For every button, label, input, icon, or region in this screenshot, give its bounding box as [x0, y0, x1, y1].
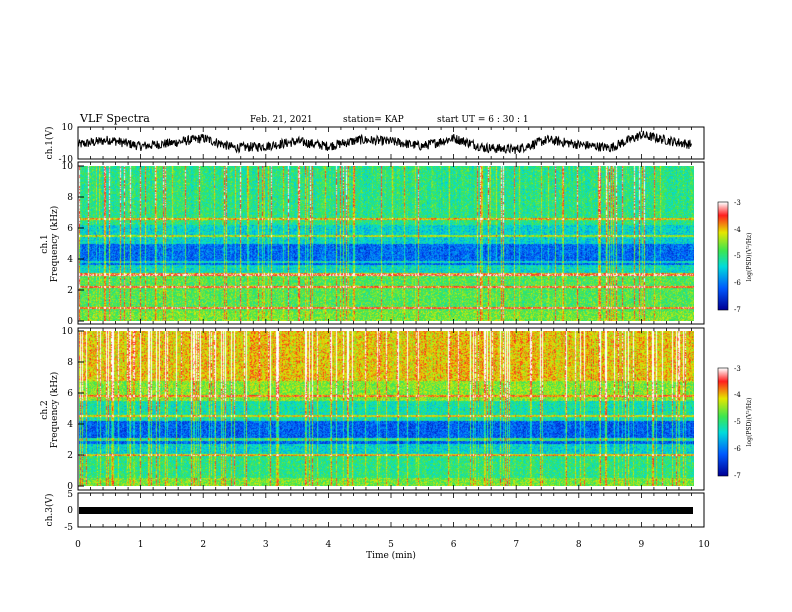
- ch2-freq-ytick-label: 10: [62, 327, 74, 337]
- ch1-voltage-label: ch.1(V): [44, 127, 55, 160]
- ch2-cb-tick-1: -3: [734, 365, 741, 373]
- time-tick-label: 2: [200, 540, 206, 550]
- ch1-waveform-line: [77, 130, 692, 155]
- time-tick-label: 1: [138, 540, 144, 550]
- ch2-spectrogram-image: [79, 331, 694, 486]
- ch2-freq-ytick-label: 0: [67, 482, 73, 492]
- ch1-spectrogram-canvas-wrap: [79, 166, 694, 321]
- ch3-waveform-band: [79, 507, 693, 514]
- time-tick-label: 3: [263, 540, 269, 550]
- ch2-spectrogram-panel: 0 2 4 6 8 10 ch.2 Frequency (kHz): [40, 327, 705, 492]
- figure-title: VLF Spectra: [79, 112, 150, 125]
- time-tick-label: 0: [75, 540, 81, 550]
- ch2-freq-ytick-label: 2: [67, 451, 73, 461]
- time-tick-label: 7: [513, 540, 519, 550]
- ch1-ytick-bottom: -10: [59, 155, 74, 165]
- ch1-freq-ytick-label: 4: [67, 255, 73, 265]
- ch2-colorbar-wrap: [718, 368, 728, 476]
- ch2-spectrogram-canvas-wrap: [79, 331, 694, 486]
- ch1-frequency-label: Frequency (kHz): [49, 206, 60, 283]
- time-tick-label: 4: [326, 540, 332, 550]
- ch2-freq-ytick-label: 6: [67, 389, 73, 399]
- ch1-colorbar-label: log(PSD)(V²/Hz): [746, 233, 753, 282]
- ch1-freq-ytick-label: 2: [67, 286, 73, 296]
- ch1-waveform-panel: 10 -10 ch.1(V): [44, 123, 705, 165]
- station-label: station= KAP: [343, 115, 404, 125]
- ch1-cb-tick-4: -6: [734, 279, 741, 287]
- ch2-cb-tick-2: -4: [734, 391, 741, 399]
- ch2-freq-ytick-label: 8: [67, 358, 73, 368]
- time-tick-label: 6: [451, 540, 457, 550]
- ch2-frequency-label: Frequency (kHz): [49, 372, 60, 449]
- ch1-colorbar-wrap: [718, 202, 728, 310]
- ch1-freq-ytick-label: 0: [67, 317, 73, 327]
- ch3-voltage-label: ch.3(V): [44, 494, 55, 527]
- x-axis-label: Time (min): [366, 550, 416, 561]
- ch1-spectrogram-panel: 0 2 4 6 8 10 ch.1 Frequency (kHz): [40, 161, 705, 327]
- ch1-spectrogram-image: [79, 166, 694, 321]
- ch2-colorbar: -3 -4 -5 -6 -7 log(PSD)(V²/Hz): [717, 365, 753, 480]
- time-axis: 0 1 2 3 4 5 6 7 8 9 10: [75, 127, 710, 550]
- time-tick-label: 10: [698, 540, 710, 550]
- ch2-cb-tick-5: -7: [734, 472, 741, 480]
- ch3-ytick-bottom: -5: [64, 523, 73, 533]
- ch2-colorbar-image: [718, 368, 728, 476]
- ch3-ytick-mid: 0: [67, 506, 73, 516]
- start-time-label: start UT = 6 : 30 : 1: [437, 115, 529, 125]
- ch1-ytick-top: 10: [62, 123, 74, 133]
- ch2-cb-tick-3: -5: [734, 418, 741, 426]
- ch1-freq-ytick-label: 8: [67, 193, 73, 203]
- ch1-colorbar: -3 -4 -5 -6 -7 log(PSD)(V²/Hz): [717, 199, 753, 314]
- date-label: Feb. 21, 2021: [250, 115, 313, 125]
- ch1-freq-ytick-label: 10: [62, 162, 74, 172]
- ch3-ytick-top: 5: [67, 490, 73, 500]
- ch1-cb-tick-3: -5: [734, 252, 741, 260]
- ch1-colorbar-image: [718, 202, 728, 310]
- ch1-panel-label: ch.1: [40, 234, 50, 253]
- ch1-freq-ytick-label: 6: [67, 224, 73, 234]
- ch1-cb-tick-5: -7: [734, 306, 741, 314]
- ch3-waveform-panel: 5 0 -5 ch.3(V): [44, 490, 705, 533]
- time-tick-label: 8: [576, 540, 582, 550]
- ch2-freq-ytick-label: 4: [67, 420, 73, 430]
- ch1-cb-tick-1: -3: [734, 199, 741, 207]
- ch2-panel-label: ch.2: [40, 400, 50, 419]
- ch1-cb-tick-2: -4: [734, 226, 741, 234]
- ch2-colorbar-label: log(PSD)(V²/Hz): [746, 398, 753, 447]
- ch2-cb-tick-4: -6: [734, 445, 741, 453]
- time-tick-label: 9: [639, 540, 645, 550]
- time-tick-label: 5: [388, 540, 394, 550]
